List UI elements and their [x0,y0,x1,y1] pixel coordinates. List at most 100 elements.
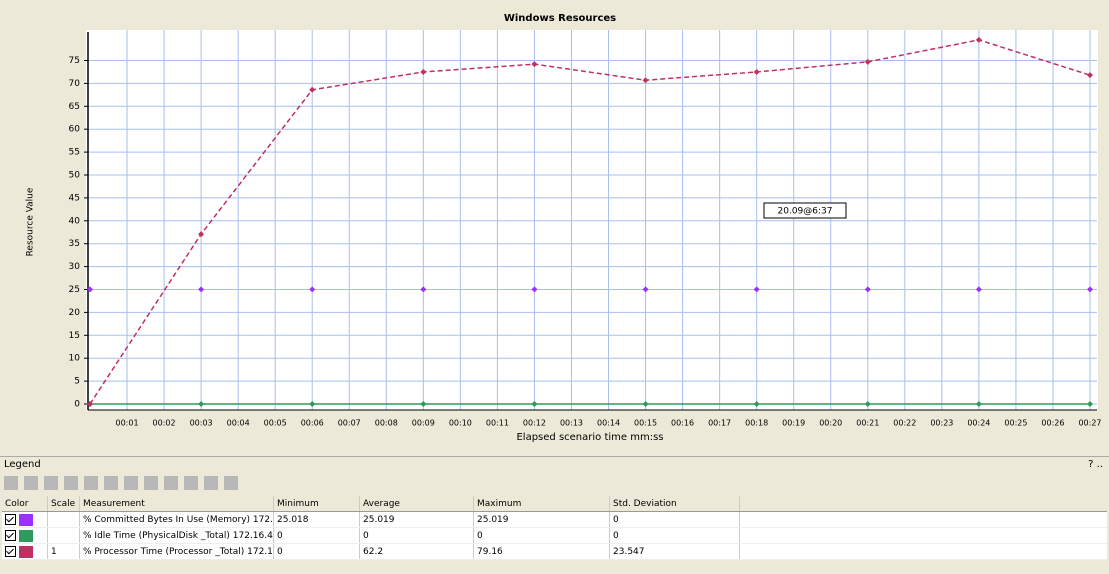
tool-button[interactable] [144,476,158,490]
checkbox[interactable] [5,514,16,525]
data-point [642,286,649,293]
column-header: Minimum [274,496,360,511]
x-tick-label: 00:14 [597,419,620,428]
data-point [309,401,316,407]
column-header: Measurement [80,496,274,511]
tool-button[interactable] [184,476,198,490]
table-header: Color Scale Measurement Minimum Average Maxim… [2,496,1107,512]
scale-cell [48,528,80,543]
data-point [198,231,205,238]
x-tick-label: 00:27 [1078,419,1101,428]
y-tick-label: 60 [69,125,81,135]
tool-button[interactable] [84,476,98,490]
x-tick-label: 00:13 [560,419,583,428]
y-tick-label: 70 [69,79,81,89]
column-header: Color [2,496,48,511]
chart: Windows Resources Resource Value Elapsed… [25,13,1102,443]
x-tick-label: 00:10 [449,419,472,428]
y-tick-label: 45 [69,193,80,203]
data-point [87,401,93,407]
x-tick-label: 00:03 [190,419,213,428]
y-tick-label: 20 [69,308,81,318]
data-point [864,286,871,293]
legend-title: Legend [4,459,41,470]
x-tick-label: 00:05 [264,419,287,428]
y-tick-label: 40 [69,216,81,226]
data-point [531,61,538,68]
tool-button[interactable] [104,476,118,490]
data-point [1087,72,1093,79]
data-point [642,401,649,407]
measurement-cell: % Idle Time (PhysicalDisk _Total) 172.16… [80,528,274,543]
y-tick-label: 30 [69,262,81,272]
maximum-cell: 25.019 [474,512,610,527]
data-point [864,58,871,65]
tool-button[interactable] [224,476,238,490]
legend-help[interactable]: ? .. [1088,459,1103,470]
tool-button[interactable] [44,476,58,490]
data-point [1087,286,1093,293]
data-point [420,68,427,75]
data-point [642,77,649,84]
std-cell: 0 [610,528,740,543]
tool-button[interactable] [204,476,218,490]
minimum-cell: 0 [274,528,360,543]
x-tick-label: 00:23 [930,419,953,428]
data-point [309,86,316,93]
data-point [753,286,760,293]
y-tick-label: 50 [69,171,81,181]
annotation: 20.09@6:37 [778,207,833,217]
column-header: Std. Deviation [610,496,740,511]
x-tick-label: 00:16 [671,419,694,428]
y-tick-label: 55 [69,148,80,158]
x-tick-label: 00:18 [745,419,768,428]
scale-cell [48,512,80,527]
color-swatch [19,513,33,526]
data-point [864,401,871,407]
scale-cell: 1 [48,544,80,559]
column-header: Maximum [474,496,610,511]
x-tick-label: 00:24 [967,419,990,428]
data-point [420,286,427,293]
data-point [531,401,538,407]
y-tick-label: 10 [69,354,81,364]
minimum-cell: 25.018 [274,512,360,527]
x-tick-label: 00:06 [301,419,324,428]
x-tick-label: 00:26 [1041,419,1064,428]
table-row: 1% Processor Time (Processor _Total) 172… [2,544,1107,560]
average-cell: 62.2 [360,544,474,559]
x-tick-label: 00:01 [116,419,139,428]
data-point [975,401,982,407]
data-point [531,286,538,293]
tool-button[interactable] [4,476,18,490]
x-tick-label: 00:04 [227,419,250,428]
maximum-cell: 79.16 [474,544,610,559]
tool-button[interactable] [24,476,38,490]
table-row: % Idle Time (PhysicalDisk _Total) 172.16… [2,528,1107,544]
average-cell: 25.019 [360,512,474,527]
checkbox[interactable] [5,530,16,541]
toolbar [4,474,238,492]
average-cell: 0 [360,528,474,543]
y-tick-label: 35 [69,239,80,249]
column-header: Average [360,496,474,511]
y-axis-label: Resource Value [26,187,36,256]
x-tick-label: 00:21 [856,419,879,428]
x-tick-label: 00:08 [375,419,398,428]
tool-button[interactable] [124,476,138,490]
y-tick-label: 15 [69,331,80,341]
x-tick-label: 00:09 [412,419,435,428]
x-tick-label: 00:20 [819,419,842,428]
series-line [89,39,1091,405]
legend-table: Color Scale Measurement Minimum Average Maxim… [2,496,1107,560]
color-cell [2,544,48,559]
checkbox[interactable] [5,546,16,557]
color-cell [2,512,48,527]
y-tick-label: 25 [69,285,80,295]
data-point [87,286,93,293]
tool-button[interactable] [64,476,78,490]
tooltip-box [763,202,847,219]
color-cell [2,528,48,543]
tool-button[interactable] [164,476,178,490]
